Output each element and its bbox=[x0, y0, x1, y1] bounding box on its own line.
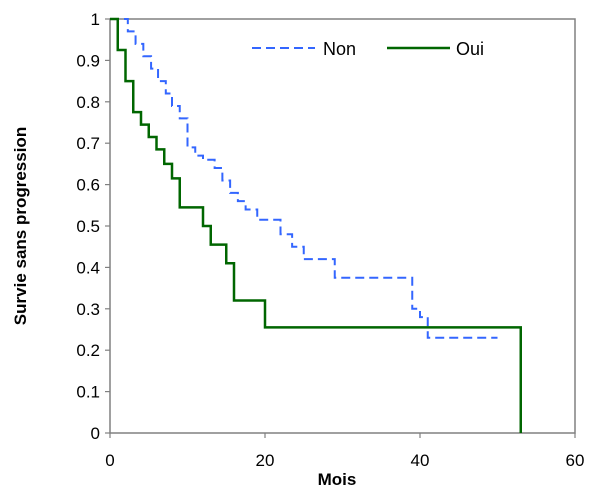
legend-label-non: Non bbox=[323, 39, 356, 59]
x-tick-label: 0 bbox=[105, 451, 114, 470]
y-tick-label: 0.1 bbox=[76, 383, 100, 402]
y-tick-label: 0.8 bbox=[76, 93, 100, 112]
x-tick-label: 20 bbox=[256, 451, 275, 470]
y-tick-label: 0.2 bbox=[76, 341, 100, 360]
y-tick-label: 0.9 bbox=[76, 51, 100, 70]
x-axis-title: Mois bbox=[318, 470, 357, 489]
y-tick-label: 0.7 bbox=[76, 134, 100, 153]
series-oui-line bbox=[110, 17, 522, 433]
y-tick-label: 1 bbox=[91, 10, 100, 29]
y-axis: 0 0.1 0.2 0.3 0.4 0.5 0.6 0.7 0.8 0.9 1 bbox=[76, 10, 110, 443]
plot-frame bbox=[109, 18, 576, 434]
series-layer bbox=[110, 17, 522, 433]
y-tick-label: 0.6 bbox=[76, 176, 100, 195]
y-tick-label: 0.3 bbox=[76, 300, 100, 319]
y-tick-label: 0.5 bbox=[76, 217, 100, 236]
legend: Non Oui bbox=[252, 39, 484, 59]
series-non-line bbox=[110, 18, 498, 339]
y-tick-label: 0 bbox=[91, 424, 100, 443]
legend-label-oui: Oui bbox=[456, 39, 484, 59]
y-tick-label: 0.4 bbox=[76, 258, 100, 277]
x-tick-label: 40 bbox=[411, 451, 430, 470]
y-axis-title: Survie sans progression bbox=[11, 127, 30, 325]
x-tick-label: 60 bbox=[566, 451, 585, 470]
x-axis: 0 20 40 60 bbox=[105, 433, 584, 470]
